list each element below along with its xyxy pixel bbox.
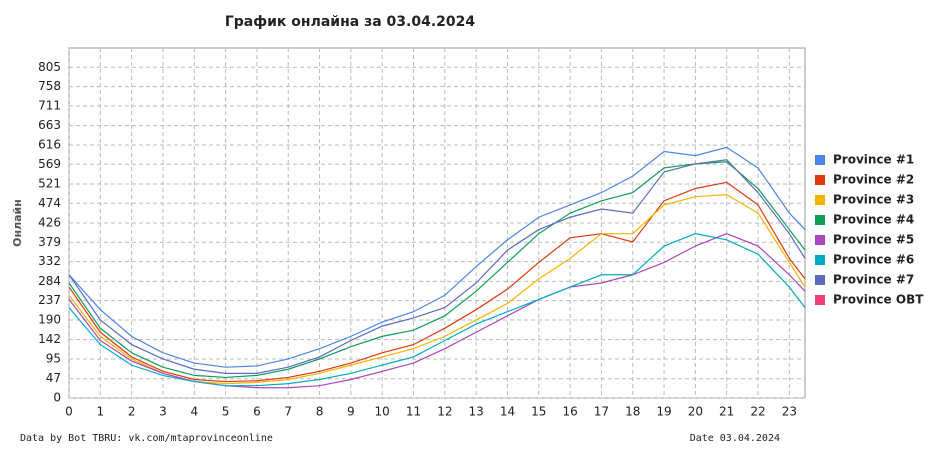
y-tick-label: 805 — [38, 60, 61, 74]
y-tick-label: 190 — [38, 312, 61, 326]
legend-swatch — [815, 195, 825, 205]
legend-swatch — [815, 175, 825, 185]
x-tick-label: 13 — [469, 405, 484, 419]
x-tick-label: 6 — [253, 405, 261, 419]
y-tick-label: 142 — [38, 332, 61, 346]
x-tick-label: 18 — [625, 405, 640, 419]
y-tick-label: 426 — [38, 216, 61, 230]
y-axis-label: Онлайн — [11, 199, 24, 247]
legend-label: Province #2 — [833, 173, 914, 187]
legend-swatch — [815, 275, 825, 285]
x-tick-label: 14 — [500, 405, 515, 419]
x-tick-label: 17 — [594, 405, 609, 419]
y-tick-label: 758 — [38, 79, 61, 93]
x-tick-label: 16 — [562, 405, 577, 419]
x-tick-label: 9 — [347, 405, 355, 419]
y-tick-label: 332 — [38, 254, 61, 268]
x-tick-label: 2 — [128, 405, 136, 419]
legend-label: Province #7 — [833, 273, 914, 287]
series-line — [68, 159, 806, 374]
y-tick-label: 0 — [53, 391, 61, 405]
legend-swatch — [815, 295, 825, 305]
series-line — [68, 233, 806, 387]
legend-swatch — [815, 155, 825, 165]
x-tick-label: 20 — [688, 405, 703, 419]
footer-left: Data by Bot TBRU: vk.com/mtaprovinceonli… — [20, 433, 273, 444]
y-tick-label: 47 — [46, 371, 61, 385]
legend-label: Province OBT — [833, 293, 924, 307]
series-line — [68, 181, 806, 383]
x-tick-label: 21 — [719, 405, 734, 419]
x-tick-label: 12 — [437, 405, 452, 419]
legend-label: Province #5 — [833, 233, 914, 247]
legend-label: Province #1 — [833, 153, 914, 167]
legend-label: Province #3 — [833, 193, 914, 207]
y-tick-label: 521 — [38, 176, 61, 190]
y-tick-label: 284 — [38, 274, 61, 288]
y-tick-label: 663 — [38, 118, 61, 132]
x-tick-label: 8 — [316, 405, 324, 419]
x-tick-label: 22 — [750, 405, 765, 419]
x-tick-label: 11 — [406, 405, 421, 419]
legend-label: Province #6 — [833, 253, 914, 267]
legend-label: Province #4 — [833, 213, 914, 227]
x-tick-label: 3 — [159, 405, 167, 419]
x-tick-label: 10 — [375, 405, 390, 419]
legend-swatch — [815, 235, 825, 245]
series-line — [68, 146, 806, 368]
x-tick-label: 1 — [96, 405, 104, 419]
x-tick-label: 5 — [222, 405, 230, 419]
legend-swatch — [815, 255, 825, 265]
footer-right: Date 03.04.2024 — [690, 433, 780, 444]
chart-title: График онлайна за 03.04.2024 — [225, 14, 476, 30]
y-tick-label: 237 — [38, 293, 61, 307]
x-tick-label: 7 — [284, 405, 292, 419]
legend-swatch — [815, 215, 825, 225]
y-tick-label: 379 — [38, 235, 61, 249]
y-tick-label: 569 — [38, 157, 61, 171]
x-tick-label: 23 — [782, 405, 797, 419]
y-tick-label: 711 — [38, 98, 61, 112]
x-tick-label: 19 — [656, 405, 671, 419]
y-tick-label: 95 — [46, 351, 61, 365]
y-tick-label: 616 — [38, 137, 61, 151]
x-tick-label: 4 — [190, 405, 198, 419]
y-tick-label: 474 — [38, 196, 61, 210]
x-tick-label: 15 — [531, 405, 546, 419]
x-tick-label: 0 — [65, 405, 73, 419]
